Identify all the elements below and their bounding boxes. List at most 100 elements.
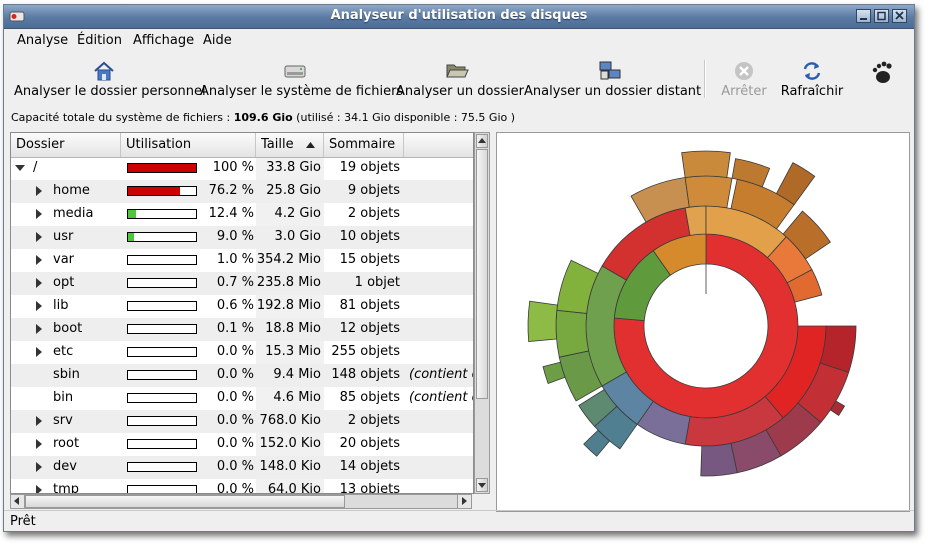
ring-chart[interactable] xyxy=(497,133,909,511)
expander-closed-icon[interactable] xyxy=(36,301,42,311)
table-row[interactable]: etc 0.0 % 15.3 Mio 255 objets xyxy=(11,341,473,364)
close-button[interactable] xyxy=(892,9,907,23)
ring-segment[interactable] xyxy=(578,389,618,427)
menu-affichage[interactable]: Affichage xyxy=(133,33,195,48)
scroll-right-button[interactable] xyxy=(457,495,471,508)
refresh-button[interactable]: Rafraîchir xyxy=(780,52,844,104)
folder-size: 192.8 Mio xyxy=(256,298,321,313)
usage-bar-fill xyxy=(128,210,137,218)
column-header-usage[interactable]: Utilisation xyxy=(121,133,256,157)
object-count: 148 objets xyxy=(331,367,400,382)
ring-segment[interactable] xyxy=(555,309,590,358)
expander-closed-icon[interactable] xyxy=(36,439,42,449)
ring-chart-pane[interactable] xyxy=(496,132,910,512)
folder-name: / xyxy=(33,160,38,175)
arrow-left-icon xyxy=(14,497,19,505)
table-row[interactable]: media 12.4 % 4.2 Gio 2 objets xyxy=(11,203,473,226)
folder-name: boot xyxy=(53,321,83,336)
expander-closed-icon[interactable] xyxy=(36,278,42,288)
scan-home-button[interactable]: Analyser le dossier personnel xyxy=(14,52,206,104)
expander-closed-icon[interactable] xyxy=(36,416,42,426)
scroll-up-button[interactable] xyxy=(476,134,488,148)
ring-segment[interactable] xyxy=(782,210,831,260)
app-icon[interactable] xyxy=(9,9,25,23)
expander-closed-icon[interactable] xyxy=(36,209,42,219)
window-title: Analyseur d'utilisation des disques xyxy=(330,8,588,23)
usage-bar xyxy=(127,301,197,311)
expander-closed-icon[interactable] xyxy=(36,485,42,493)
table-row[interactable]: / 100 % 33.8 Gio 19 objets xyxy=(11,157,473,180)
usage-bar xyxy=(127,485,197,493)
expander-closed-icon[interactable] xyxy=(36,324,42,334)
column-header-folder[interactable]: Dossier xyxy=(11,133,121,157)
table-row[interactable]: lib 0.6 % 192.8 Mio 81 objets xyxy=(11,295,473,318)
tree-vertical-scrollbar[interactable] xyxy=(474,132,490,494)
expander-closed-icon[interactable] xyxy=(36,232,42,242)
scan-filesystem-button[interactable]: Analyser le système de fichiers xyxy=(200,52,403,104)
object-count: 15 objets xyxy=(339,252,400,267)
ring-segment[interactable] xyxy=(731,158,771,188)
ring-segment[interactable] xyxy=(775,162,816,206)
table-row[interactable]: bin 0.0 % 4.6 Mio 85 objets (contient d xyxy=(11,387,473,410)
table-row[interactable]: usr 9.0 % 3.0 Gio 10 objets xyxy=(11,226,473,249)
usage-percent: 1.0 % xyxy=(216,252,254,267)
table-row[interactable]: var 1.0 % 354.2 Mio 15 objets xyxy=(11,249,473,272)
title-bar[interactable]: Analyseur d'utilisation des disques xyxy=(4,5,914,29)
column-header-size[interactable]: Taille xyxy=(256,133,324,157)
usage-percent: 0.0 % xyxy=(216,436,254,451)
menu-aide[interactable]: Aide xyxy=(203,33,232,48)
gnome-button[interactable] xyxy=(866,52,898,104)
folder-size: 4.6 Mio xyxy=(273,390,321,405)
ring-segment[interactable] xyxy=(556,259,599,314)
folder-size: 768.0 Kio xyxy=(259,413,321,428)
menu-edition[interactable]: Édition xyxy=(77,33,122,48)
ring-segment[interactable] xyxy=(684,175,733,209)
tree-horizontal-scrollbar[interactable] xyxy=(10,494,472,509)
table-row[interactable]: dev 0.0 % 148.0 Kio 14 objets xyxy=(11,456,473,479)
table-row[interactable]: home 76.2 % 25.8 Gio 9 objets xyxy=(11,180,473,203)
ring-segment[interactable] xyxy=(583,429,611,457)
table-row[interactable]: boot 0.1 % 18.8 Mio 12 objets xyxy=(11,318,473,341)
menu-analyse[interactable]: Analyse xyxy=(17,33,69,48)
minimize-button[interactable] xyxy=(856,9,871,23)
expander-closed-icon[interactable] xyxy=(36,347,42,357)
scroll-thumb[interactable] xyxy=(476,149,488,399)
scroll-down-button[interactable] xyxy=(476,478,488,492)
ring-segment[interactable] xyxy=(700,442,738,477)
expander-closed-icon[interactable] xyxy=(36,186,42,196)
folder-name: srv xyxy=(53,413,73,428)
table-row[interactable]: opt 0.7 % 235.8 Mio 1 objet xyxy=(11,272,473,295)
capacity-details: (utilisé : 34.1 Gio disponible : 75.5 Gi… xyxy=(292,111,516,124)
usage-percent: 9.0 % xyxy=(216,229,254,244)
capacity-prefix: Capacité totale du système de fichiers : xyxy=(11,111,234,124)
folder-tree[interactable]: Dossier Utilisation Taille Sommaire / 100… xyxy=(10,132,474,494)
maximize-button[interactable] xyxy=(874,9,889,23)
stop-button[interactable]: Arrêter xyxy=(714,52,774,104)
scan-home-label: Analyser le dossier personnel xyxy=(14,84,206,99)
ring-segment[interactable] xyxy=(681,150,731,178)
scan-remote-button[interactable]: Analyser un dossier distant xyxy=(524,52,702,104)
ring-segment[interactable] xyxy=(527,300,558,342)
scroll-left-button[interactable] xyxy=(11,495,25,508)
table-row[interactable]: sbin 0.0 % 9.4 Mio 148 objets (contient d xyxy=(11,364,473,387)
arrow-down-icon xyxy=(478,483,486,488)
table-row[interactable]: srv 0.0 % 768.0 Kio 2 objets xyxy=(11,410,473,433)
folder-size: 15.3 Mio xyxy=(265,344,321,359)
usage-percent: 76.2 % xyxy=(208,183,254,198)
ring-segment[interactable] xyxy=(542,361,566,384)
horizontal-scroll-thumb[interactable] xyxy=(25,495,345,508)
ring-segment[interactable] xyxy=(829,400,846,417)
filesystem-capacity: Capacité totale du système de fichiers :… xyxy=(11,111,515,124)
column-header-summary[interactable]: Sommaire xyxy=(324,133,404,157)
expander-open-icon[interactable] xyxy=(15,165,25,171)
table-row[interactable]: tmp 0.0 % 64.0 Kio 13 objets xyxy=(11,479,473,493)
expander-closed-icon[interactable] xyxy=(36,255,42,265)
expander-closed-icon[interactable] xyxy=(36,462,42,472)
scan-remote-label: Analyser un dossier distant xyxy=(524,84,702,99)
object-count: 2 objets xyxy=(347,206,400,221)
scan-folder-button[interactable]: Analyser un dossier xyxy=(396,52,524,104)
close-icon xyxy=(895,11,904,20)
table-row[interactable]: root 0.0 % 152.0 Kio 20 objets xyxy=(11,433,473,456)
ring-segment[interactable] xyxy=(786,269,823,303)
usage-bar xyxy=(127,186,197,196)
